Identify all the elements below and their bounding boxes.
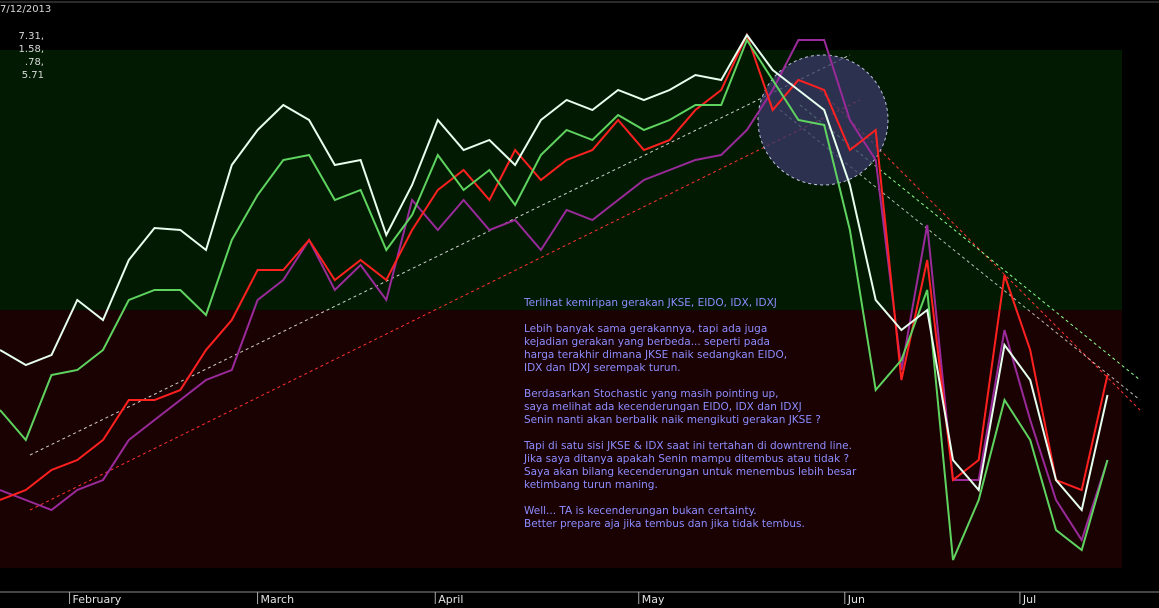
series-line bbox=[0, 37, 1109, 561]
header-line: 5.71 bbox=[22, 70, 44, 81]
x-tick-label: February bbox=[73, 593, 122, 606]
header-line: 1.58, bbox=[19, 44, 44, 55]
annotation-line: Terlihat kemiripan gerakan JKSE, EIDO, I… bbox=[523, 297, 777, 309]
header: 7/12/2013 7.31, 1.58, .78, 5.71 bbox=[0, 4, 51, 81]
x-tick-label: Jul bbox=[1022, 593, 1036, 606]
header-line: .78, bbox=[25, 57, 44, 68]
annotation-line: IDX dan IDXJ serempak turun. bbox=[524, 362, 681, 374]
highlight-circle bbox=[757, 54, 889, 186]
annotation-line: Better prepare aja jika tembus dan jika … bbox=[524, 518, 805, 530]
annotation-line: Senin nanti akan berbalik naik mengikuti… bbox=[524, 414, 821, 426]
x-tick-label: April bbox=[438, 593, 463, 606]
trend-line bbox=[29, 54, 851, 456]
header-line: 7.31, bbox=[19, 31, 44, 42]
annotation-line: Well... TA is kecenderungan bukan certai… bbox=[524, 505, 757, 517]
series-line bbox=[0, 32, 1109, 501]
annotation-line: Berdasarkan Stochastic yang masih pointi… bbox=[524, 388, 778, 400]
downtrend-line bbox=[779, 109, 1141, 401]
x-axis-band bbox=[0, 592, 1159, 608]
annotation-line: saya melihat ada kecenderungan EIDO, IDX… bbox=[524, 401, 802, 413]
annotation-line: kejadian gerakan yang berbeda... seperti… bbox=[524, 336, 770, 348]
annotation-line: Tapi di satu sisi JKSE & IDX saat ini te… bbox=[523, 440, 852, 452]
annotation-line: Saya akan bilang kecenderungan untuk men… bbox=[524, 466, 857, 478]
trend-line bbox=[29, 99, 861, 511]
annotation-line: ketimbang turun maning. bbox=[524, 479, 658, 491]
annotations: Terlihat kemiripan gerakan JKSE, EIDO, I… bbox=[523, 297, 857, 530]
x-tick-label: Jun bbox=[847, 593, 865, 606]
header-line: 7/12/2013 bbox=[0, 4, 51, 15]
series-line bbox=[0, 33, 1109, 513]
x-ticks: February March April May Jun Jul bbox=[69, 592, 1036, 606]
series-line bbox=[0, 39, 1109, 543]
annotation-line: harga terakhir dimana JKSE naik sedangka… bbox=[524, 349, 787, 361]
annotation-line: Lebih banyak sama gerakannya, tapi ada j… bbox=[524, 323, 767, 335]
annotation-line: Jika saya ditanya apakah Senin mampu dit… bbox=[523, 453, 849, 465]
x-tick-label: May bbox=[642, 593, 665, 606]
lines bbox=[0, 32, 1109, 561]
overbought-zone bbox=[0, 50, 1122, 310]
x-tick-label: March bbox=[261, 593, 295, 606]
